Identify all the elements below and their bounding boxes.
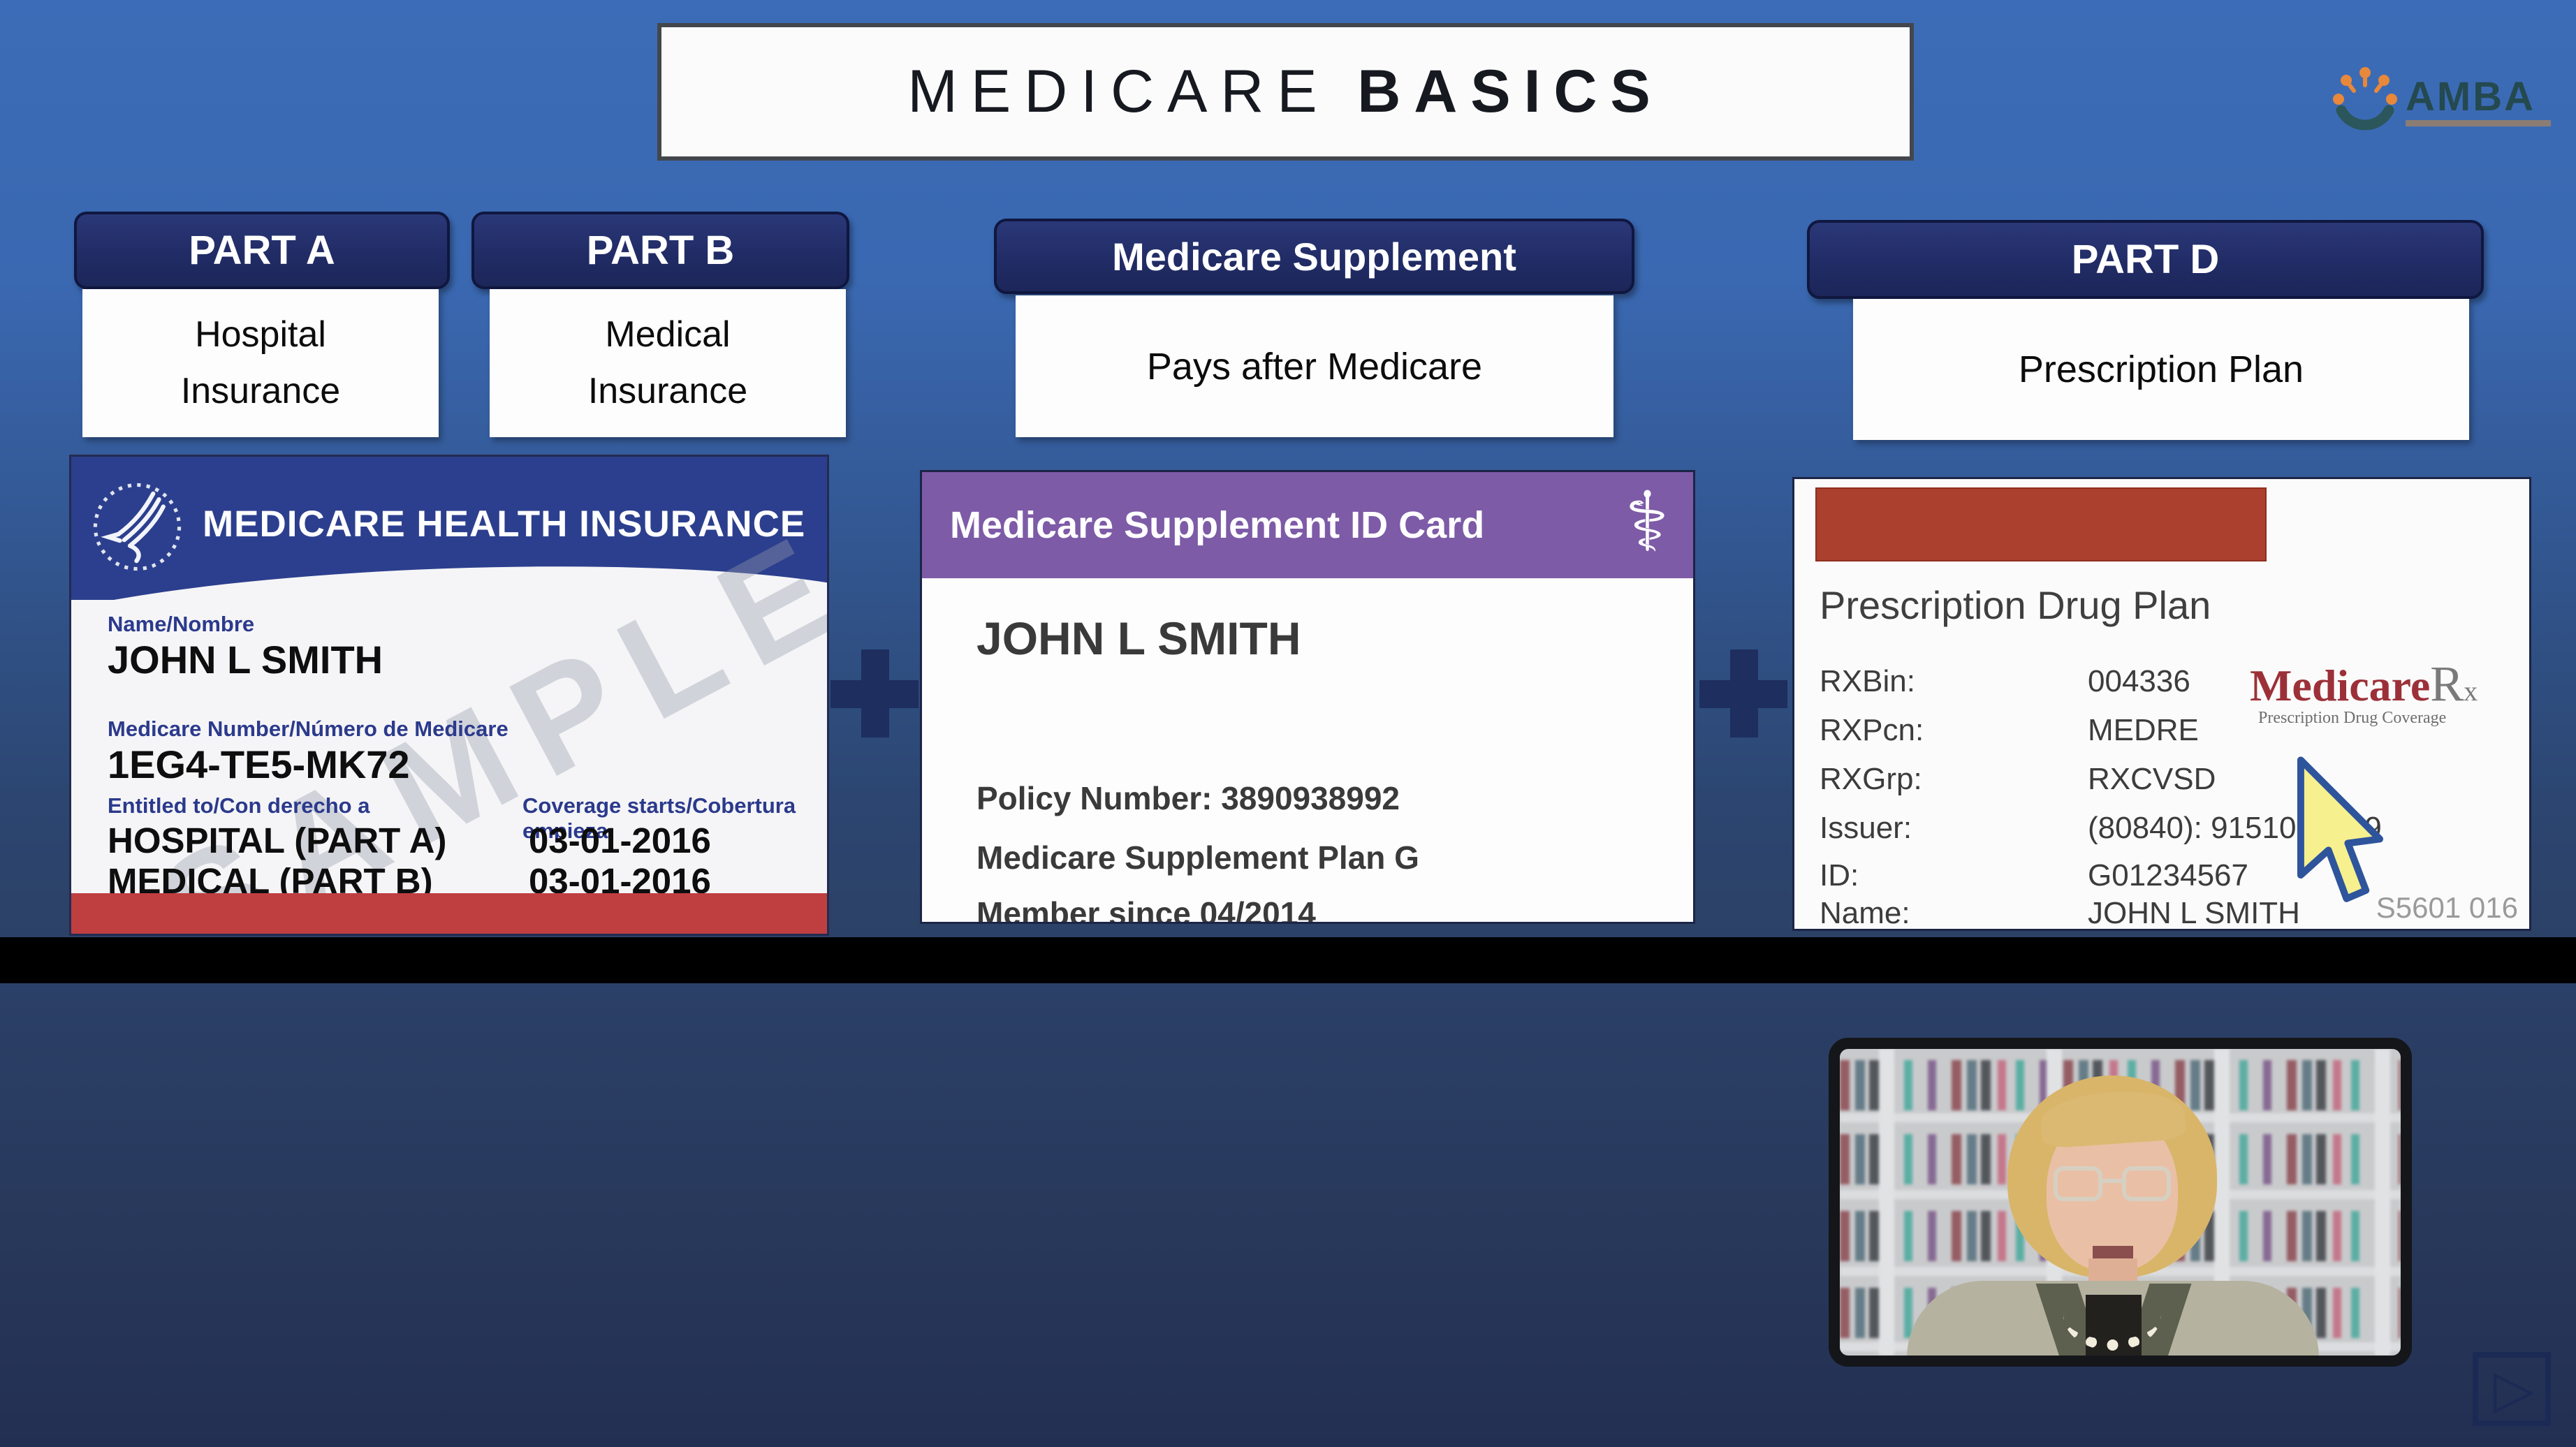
medicare-rx-logo: MedicareRx Prescription Drug Coverage	[2250, 655, 2529, 728]
medicare-card: MEDICARE HEALTH INSURANCE SAMPLE Name/No…	[69, 455, 829, 936]
page-title: MEDICARE BASICS	[657, 23, 1914, 161]
id-value: G01234567	[2088, 858, 2248, 893]
header-part-b: PART B	[471, 212, 849, 289]
entitled-row-a: HOSPITAL (PART A)	[108, 821, 447, 860]
rx-symbol: R	[2430, 656, 2464, 712]
entitled-label: Entitled to/Con derecho a	[108, 793, 370, 818]
title-word-basics: BASICS	[1357, 58, 1664, 125]
id-label: ID:	[1820, 858, 1859, 893]
cursor-icon	[2294, 755, 2388, 916]
hhs-seal-icon	[87, 476, 188, 581]
pd-name-value: JOHN L SMITH	[2088, 896, 2300, 930]
header-part-a: PART A	[74, 212, 450, 289]
plus-icon	[830, 649, 919, 737]
rxgrp-label: RXGrp:	[1820, 762, 1922, 796]
title-word-medicare: MEDICARE	[907, 58, 1331, 125]
supplement-card-header: Medicare Supplement ID Card ⚕	[922, 472, 1693, 578]
redacted-block	[1815, 487, 2267, 561]
name-value: JOHN L SMITH	[108, 638, 383, 682]
supplement-card: Medicare Supplement ID Card ⚕ JOHN L SMI…	[920, 470, 1695, 924]
medicare-rx-subtitle: Prescription Drug Coverage	[2258, 709, 2447, 727]
coverage-label: Coverage starts/Cobertura empieza	[522, 793, 796, 843]
medicare-number-value: 1EG4-TE5-MK72	[108, 742, 410, 786]
rxbin-value: 004336	[2088, 664, 2190, 698]
header-part-d: PART D	[1807, 220, 2484, 299]
rx-symbol-sub: x	[2464, 675, 2478, 707]
label-part-b-line1: Medical	[605, 314, 731, 355]
coverage-date-a: 03-01-2016	[529, 821, 711, 860]
part-d-card: Prescription Drug Plan RXBin: 004336 RXP…	[1792, 477, 2531, 931]
label-part-a-line2: Insurance	[180, 371, 341, 411]
supplement-card-title: Medicare Supplement ID Card	[950, 504, 1485, 546]
label-medicare-supplement: Pays after Medicare	[1016, 295, 1613, 437]
supplement-name: JOHN L SMITH	[976, 612, 1301, 664]
label-part-b: Medical Insurance	[490, 289, 846, 437]
presenter-video[interactable]	[1829, 1038, 2412, 1367]
amba-logo-underline	[2406, 120, 2551, 126]
rxgrp-value: RXCVSD	[2088, 762, 2216, 796]
medicare-rx-word: Medicare	[2250, 661, 2431, 710]
pd-name-label: Name:	[1820, 896, 1910, 930]
medicare-card-title: MEDICARE HEALTH INSURANCE	[203, 504, 806, 545]
plan-name: Medicare Supplement Plan G	[976, 839, 1419, 876]
label-part-a-line1: Hospital	[195, 314, 326, 355]
policy-number: Policy Number: 3890938992	[976, 780, 1400, 816]
rxbin-label: RXBin:	[1820, 664, 1915, 698]
header-medicare-supplement: Medicare Supplement	[994, 219, 1634, 294]
rxpcn-value: MEDRE	[2088, 713, 2199, 747]
play-icon: ▷	[2493, 1358, 2535, 1420]
name-label: Name/Nombre	[108, 612, 255, 636]
amba-logo-text: AMBA	[2406, 74, 2535, 119]
label-part-d: Prescription Plan	[1853, 299, 2469, 440]
label-part-a: Hospital Insurance	[82, 289, 439, 437]
medicare-number-label: Medicare Number/Número de Medicare	[108, 717, 508, 741]
part-d-card-title: Prescription Drug Plan	[1820, 583, 2211, 627]
divider-band	[0, 937, 2576, 983]
amba-logo: AMBA	[2330, 64, 2551, 138]
amba-logo-icon	[2330, 64, 2400, 138]
rxpcn-label: RXPcn:	[1820, 713, 1924, 747]
member-since: Member since 04/2014	[976, 895, 1316, 924]
play-button[interactable]: ▷	[2473, 1352, 2551, 1426]
label-part-b-line2: Insurance	[587, 371, 748, 411]
plus-icon	[1699, 649, 1787, 737]
issuer-label: Issuer:	[1820, 811, 1912, 845]
medicare-card-red-stripe	[71, 893, 827, 934]
caduceus-icon: ⚕	[1625, 473, 1669, 570]
plan-code: S5601 016	[2376, 891, 2518, 924]
